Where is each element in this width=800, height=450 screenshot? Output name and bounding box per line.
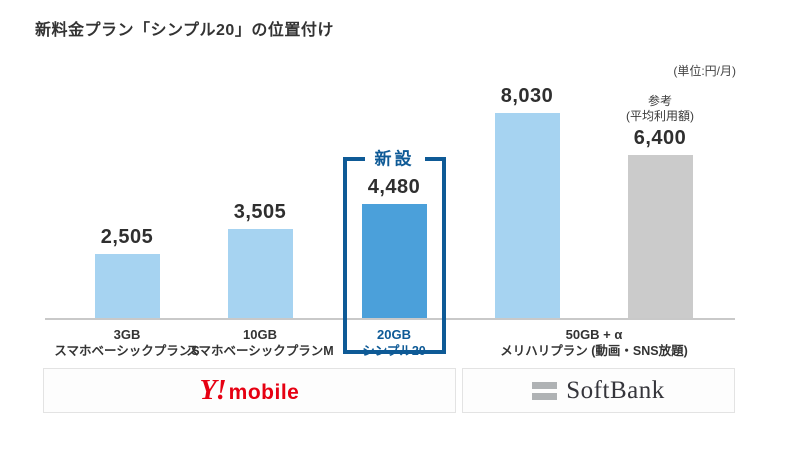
bar-50gb-merihari [494, 113, 560, 318]
ymobile-logo-box: Y! mobile [43, 368, 456, 413]
tick-3gb: 3GB スマホベーシックプランS [37, 327, 217, 359]
bar-value-label: 3,505 [233, 201, 287, 223]
page-title: 新料金プラン「シンプル20」の位置付け [35, 22, 334, 39]
bar-average-reference [627, 155, 693, 318]
bar-group-20gb-simple20: 4,480 [329, 176, 459, 318]
softbank-logo-text: SoftBank [566, 376, 665, 404]
bar-value-label: 8,030 [500, 85, 554, 107]
reference-note: 参考 (平均利用額) [626, 94, 694, 124]
shinsetsu-highlight-box: 新設 [343, 144, 446, 354]
tick-line1: 3GB [113, 327, 141, 342]
unit-note: (単位:円/月) [673, 64, 736, 78]
tick-line2: メリハリプラン (動画・SNS放題) [500, 344, 688, 358]
bar-10gb [227, 229, 293, 318]
tick-10gb: 10GB スマホベーシックプランM [170, 327, 350, 359]
tick-line1: 20GB [377, 327, 411, 342]
tick-line1: 10GB [243, 327, 277, 342]
bar-group-average-reference: 参考 (平均利用額) 6,400 [595, 94, 725, 318]
reference-note-line2: (平均利用額) [626, 109, 694, 123]
bar-value-label: 6,400 [633, 127, 687, 149]
reference-note-line1: 参考 [647, 94, 672, 108]
bar-group-10gb: 3,505 [195, 201, 325, 318]
softbank-logo-box: SoftBank [462, 368, 735, 413]
bar-value-label: 2,505 [100, 226, 154, 248]
shinsetsu-label: 新設 [364, 144, 425, 170]
bar-20gb-simple20 [361, 204, 427, 318]
tick-line2: スマホベーシックプランS [54, 344, 200, 358]
tick-line2: スマホベーシックプランM [186, 344, 334, 358]
x-axis-line [45, 318, 735, 320]
ymobile-logo: Y! mobile [199, 374, 300, 406]
bar-group-50gb: 8,030 [462, 85, 592, 318]
ymobile-y-icon: Y! [199, 374, 227, 406]
tick-line1: 50GB + α [565, 327, 623, 342]
bar-group-3gb: 2,505 [62, 226, 192, 318]
softbank-logo: SoftBank [532, 377, 664, 405]
ymobile-logo-text: mobile [228, 380, 300, 404]
tick-50gb-merihari: 50GB + α メリハリプラン (動画・SNS放題) [464, 327, 724, 359]
softbank-bars-icon [532, 381, 558, 400]
bar-3gb [94, 254, 160, 318]
bar-value-label: 4,480 [367, 176, 421, 198]
